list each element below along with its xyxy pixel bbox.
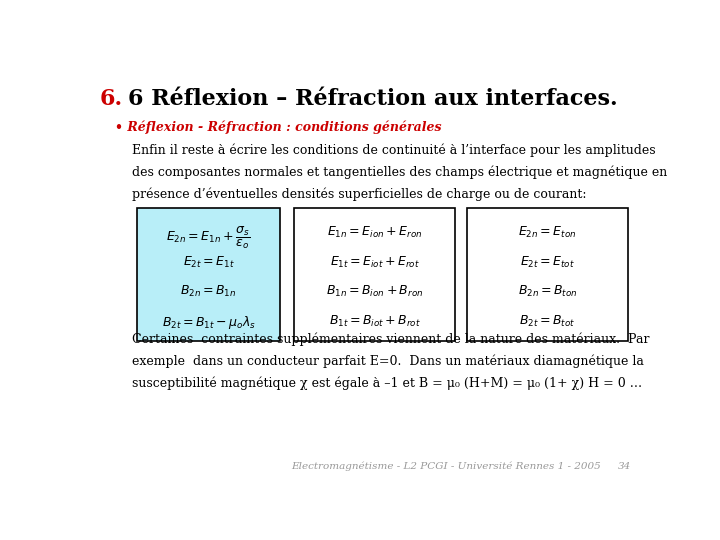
Text: 6.: 6. — [100, 87, 123, 110]
Text: $E_{2n}=E_{ton}$: $E_{2n}=E_{ton}$ — [518, 225, 577, 240]
FancyBboxPatch shape — [467, 208, 629, 341]
Text: $B_{2n}=B_{ton}$: $B_{2n}=B_{ton}$ — [518, 284, 577, 299]
Text: Enfin il reste à écrire les conditions de continuité à l’interface pour les ampl: Enfin il reste à écrire les conditions d… — [132, 144, 655, 157]
Text: $E_{2n}=E_{1n}+\dfrac{\sigma_s}{\varepsilon_o}$: $E_{2n}=E_{1n}+\dfrac{\sigma_s}{\varepsi… — [166, 225, 251, 251]
Text: $E_{2t}=E_{1t}$: $E_{2t}=E_{1t}$ — [183, 254, 235, 269]
Text: $E_{1t}=E_{iot}+E_{rot}$: $E_{1t}=E_{iot}+E_{rot}$ — [330, 254, 420, 269]
Text: exemple  dans un conducteur parfait E=0.  Dans un matériaux diamagnétique la: exemple dans un conducteur parfait E=0. … — [132, 355, 644, 368]
Text: $B_{1n}=B_{ion}+B_{ron}$: $B_{1n}=B_{ion}+B_{ron}$ — [326, 284, 423, 299]
Text: $B_{2t}=B_{1t}-\mu_o\lambda_s$: $B_{2t}=B_{1t}-\mu_o\lambda_s$ — [161, 314, 256, 330]
Text: $B_{2n}=B_{1n}$: $B_{2n}=B_{1n}$ — [180, 284, 237, 299]
Text: présence d’éventuelles densités superficielles de charge ou de courant:: présence d’éventuelles densités superfic… — [132, 187, 586, 200]
Text: $E_{1n}=E_{ion}+E_{ron}$: $E_{1n}=E_{ion}+E_{ron}$ — [327, 225, 423, 240]
Text: $B_{1t}=B_{iot}+B_{rot}$: $B_{1t}=B_{iot}+B_{rot}$ — [328, 314, 420, 329]
Text: Certaines  contraintes supplémentaires viennent de la nature des matériaux.  Par: Certaines contraintes supplémentaires vi… — [132, 333, 649, 347]
Text: $E_{2t}=E_{tot}$: $E_{2t}=E_{tot}$ — [520, 254, 575, 269]
FancyBboxPatch shape — [294, 208, 456, 341]
Text: susceptibilité magnétique χ est égale à –1 et B = μ₀ (H+M) = μ₀ (1+ χ) H = 0 …: susceptibilité magnétique χ est égale à … — [132, 376, 642, 390]
Text: 6 Réflexion – Réfraction aux interfaces.: 6 Réflexion – Réfraction aux interfaces. — [128, 87, 618, 110]
Text: $B_{2t}=B_{tot}$: $B_{2t}=B_{tot}$ — [519, 314, 576, 329]
Text: des composantes normales et tangentielles des champs électrique et magnétique en: des composantes normales et tangentielle… — [132, 165, 667, 179]
Text: 34: 34 — [618, 462, 631, 471]
FancyBboxPatch shape — [138, 208, 280, 341]
Text: • Réflexion - Réfraction : conditions générales: • Réflexion - Réfraction : conditions gé… — [115, 121, 441, 134]
Text: Electromagnétisme - L2 PCGI - Université Rennes 1 - 2005: Electromagnétisme - L2 PCGI - Université… — [291, 462, 600, 471]
